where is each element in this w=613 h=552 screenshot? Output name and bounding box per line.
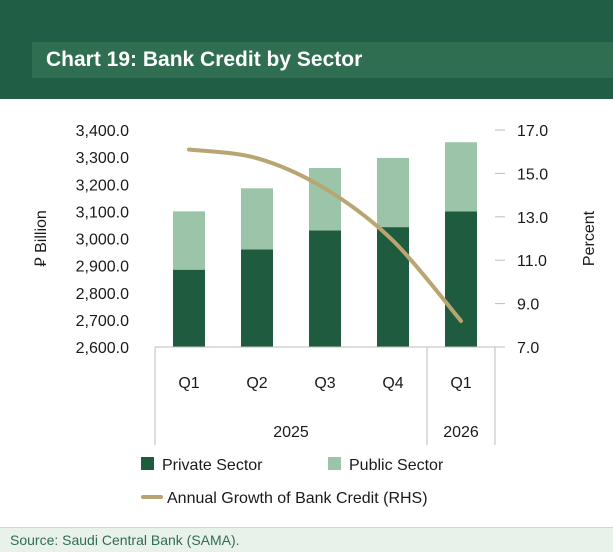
title-bar: Chart 19: Bank Credit by Sector xyxy=(32,42,613,78)
y-tick-label: 3,300.0 xyxy=(76,150,129,167)
y2-tick-label: 11.0 xyxy=(517,253,547,270)
source-note: Source: Saudi Central Bank (SAMA). xyxy=(10,532,240,548)
bar-public-sector xyxy=(309,167,341,231)
y-axis-title: ⃁ Billion xyxy=(33,210,50,267)
y-tick-label: 2,600.0 xyxy=(76,340,129,357)
bar-private-sector xyxy=(445,211,477,347)
bar-private-sector xyxy=(241,249,273,347)
x-tick-label: Q1 xyxy=(450,375,471,392)
header-band: Chart 19: Bank Credit by Sector xyxy=(0,0,613,99)
x-tick-label: Q3 xyxy=(314,375,335,392)
bar-public-sector xyxy=(377,157,409,228)
y2-tick-label: 7.0 xyxy=(517,340,539,357)
x-tick-label: Q2 xyxy=(246,375,267,392)
legend-label-public: Public Sector xyxy=(349,457,444,474)
x-year-label: 2025 xyxy=(273,424,309,441)
legend-label-private: Private Sector xyxy=(162,457,263,474)
growth-line xyxy=(187,147,463,323)
bar-public-sector xyxy=(445,142,477,212)
y-tick-label: 2,800.0 xyxy=(76,286,129,303)
bar-private-sector xyxy=(173,269,205,347)
y-tick-label: 2,700.0 xyxy=(76,313,129,330)
chart-title: Chart 19: Bank Credit by Sector xyxy=(46,48,363,71)
y2-tick-label: 17.0 xyxy=(517,123,548,140)
bar-public-sector xyxy=(241,188,273,250)
legend-swatch-private xyxy=(141,457,154,470)
y2-tick-label: 15.0 xyxy=(517,166,548,183)
y2-axis-title: Percent xyxy=(581,210,598,266)
legend-swatch-public xyxy=(328,457,341,470)
legend-label-growth: Annual Growth of Bank Credit (RHS) xyxy=(167,490,428,507)
source-bar: Source: Saudi Central Bank (SAMA). xyxy=(0,527,613,552)
y-tick-label: 2,900.0 xyxy=(76,259,129,276)
chart-area: 2,600.0 2,700.0 2,800.0 2,900.0 3,000.0 3,100… xyxy=(0,99,613,527)
y-tick-label: 3,100.0 xyxy=(76,204,129,221)
y-tick-label: 3,000.0 xyxy=(76,232,129,249)
y2-tick-label: 9.0 xyxy=(517,297,539,314)
x-tick-label: Q1 xyxy=(178,375,199,392)
bank-credit-chart: 2,600.0 2,700.0 2,800.0 2,900.0 3,000.0 3,100… xyxy=(33,123,598,507)
y2-tick-label: 13.0 xyxy=(517,210,548,227)
y-tick-label: 3,200.0 xyxy=(76,177,129,194)
bar-private-sector xyxy=(377,227,409,347)
y-tick-label: 3,400.0 xyxy=(76,123,129,140)
bar-private-sector xyxy=(309,230,341,347)
x-year-label: 2026 xyxy=(443,424,479,441)
x-tick-label: Q4 xyxy=(382,375,403,392)
bar-public-sector xyxy=(173,211,205,270)
